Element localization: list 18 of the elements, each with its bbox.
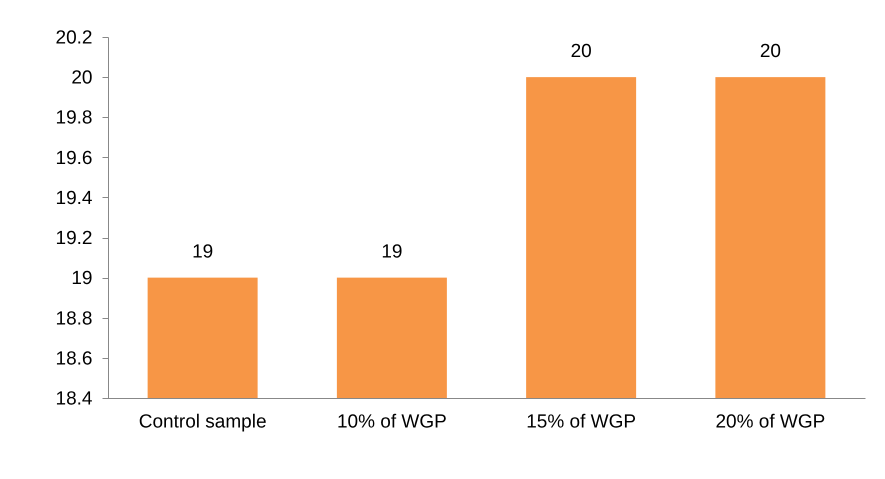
y-tick-label: 19	[71, 268, 92, 290]
y-tick-label: 20	[71, 68, 92, 89]
x-tick-label: Control sample	[138, 412, 267, 432]
data-label: 19	[192, 242, 214, 263]
x-tick-label: 20% of WGP	[715, 412, 826, 432]
x-tick-label: 10% of WGP	[336, 412, 447, 432]
y-tick-label: 19.4	[56, 188, 93, 209]
data-label: 20	[760, 41, 781, 62]
y-tick-label: 20.2	[56, 28, 92, 48]
data-label: 19	[381, 242, 402, 263]
y-tick-label: 19.2	[56, 228, 92, 250]
y-tick-label: 19.6	[56, 148, 92, 169]
y-tick-label: 19.8	[56, 108, 92, 129]
data-label: 20	[570, 41, 592, 62]
y-tick-label: 18.6	[56, 348, 92, 370]
x-tick-label: 15% of WGP	[526, 412, 636, 432]
y-tick-label: 18.4	[56, 388, 93, 410]
y-tick-label: 18.8	[56, 308, 92, 330]
